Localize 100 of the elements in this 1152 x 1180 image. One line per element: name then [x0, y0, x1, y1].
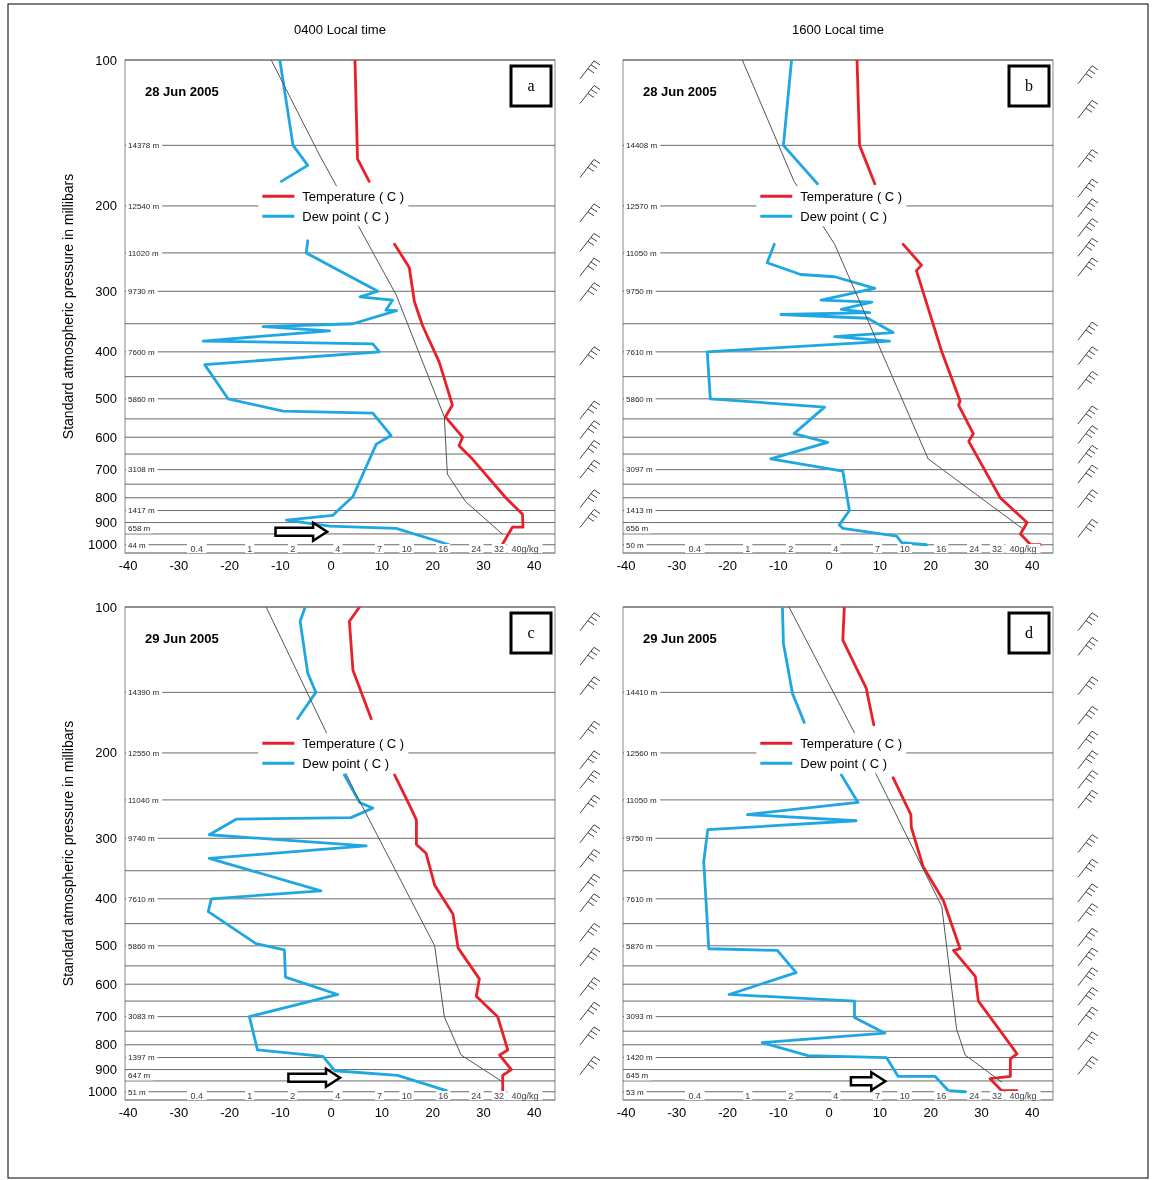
annotation: 11020 m — [128, 248, 159, 258]
y-tick-label: 800 — [95, 1037, 117, 1053]
annotation: 29 Jun 2005 — [145, 631, 219, 646]
annotation: 14390 m — [128, 688, 160, 698]
legend-label: Dew point ( C ) — [302, 755, 389, 771]
annotation: 29 Jun 2005 — [643, 631, 717, 646]
x-tick-label: -30 — [169, 558, 189, 573]
annotation: 9750 m — [626, 834, 654, 844]
annotation: b — [1025, 77, 1033, 94]
legend-label: Dew point ( C ) — [302, 208, 389, 224]
annotation: 10 — [401, 1090, 412, 1101]
annotation: 10 — [899, 1090, 910, 1101]
annotation: 4 — [335, 1090, 341, 1101]
annotation: 2 — [788, 1090, 794, 1101]
annotation: 12560 m — [626, 748, 658, 758]
y-tick-label: 500 — [95, 391, 117, 407]
x-tick-label: -30 — [667, 1105, 687, 1120]
annotation: 40g/kg — [511, 543, 539, 554]
legend-label: Temperature ( C ) — [800, 188, 903, 204]
legend-label: Temperature ( C ) — [302, 188, 405, 204]
annotation: 3097 m — [626, 465, 654, 475]
annotation: 7 — [875, 1090, 881, 1101]
chart-title: 1600 Local time — [792, 22, 884, 37]
annotation: 50 m — [626, 540, 645, 550]
x-tick-label: 0 — [327, 558, 335, 573]
legend-label: Temperature ( C ) — [800, 735, 903, 751]
annotation: 5860 m — [128, 941, 156, 951]
annotation: 7610 m — [128, 894, 156, 904]
y-tick-label: 200 — [95, 745, 117, 761]
y-tick-label: 700 — [95, 1009, 117, 1025]
annotation: 4 — [833, 1090, 839, 1101]
x-tick-label: 40 — [526, 558, 542, 573]
x-tick-label: -20 — [718, 558, 737, 573]
annotation: 4 — [335, 543, 341, 554]
x-tick-label: -40 — [118, 1105, 138, 1120]
annotation: 658 m — [128, 524, 151, 534]
y-tick-label: 300 — [95, 283, 117, 299]
annotation: 0.4 — [688, 543, 702, 554]
y-tick-label: 100 — [95, 599, 117, 615]
annotation: 3093 m — [626, 1012, 654, 1022]
annotation: 40g/kg — [1009, 543, 1037, 554]
legend-label: Temperature ( C ) — [302, 735, 405, 751]
annotation: 656 m — [626, 524, 649, 534]
x-tick-label: -10 — [768, 1105, 788, 1120]
annotation: 3108 m — [128, 465, 156, 475]
annotation: 11050 m — [626, 795, 657, 805]
annotation: 7 — [875, 543, 881, 554]
annotation: 1417 m — [128, 506, 156, 516]
x-tick-label: -10 — [768, 558, 788, 573]
annotation: 1 — [247, 1090, 253, 1101]
annotation: 16 — [438, 543, 449, 554]
annotation: 7600 m — [128, 347, 156, 357]
annotation: 5870 m — [626, 941, 654, 951]
line-series — [265, 607, 502, 1082]
x-tick-label: 10 — [872, 558, 888, 573]
annotation: 16 — [936, 543, 947, 554]
chart-title: 0400 Local time — [294, 22, 386, 37]
annotation: 14410 m — [626, 688, 658, 698]
annotation: 9740 m — [128, 834, 156, 844]
annotation: 1413 m — [626, 506, 654, 516]
x-tick-label: 30 — [974, 1105, 989, 1120]
annotation: 51 m — [128, 1087, 147, 1097]
x-tick-label: -10 — [270, 558, 290, 573]
y-tick-label: 900 — [95, 1062, 117, 1078]
annotation: 32 — [992, 543, 1003, 554]
annotation: 28 Jun 2005 — [643, 84, 717, 99]
annotation: 9730 m — [128, 287, 156, 297]
annotation: 24 — [471, 1090, 482, 1101]
y-tick-label: 600 — [95, 429, 117, 445]
x-tick-label: 30 — [476, 558, 491, 573]
annotation: 2 — [290, 1090, 296, 1101]
y-tick-label: 300 — [95, 830, 117, 846]
x-tick-label: 20 — [425, 558, 440, 573]
x-tick-label: 20 — [923, 1105, 938, 1120]
annotation: 11050 m — [626, 248, 657, 258]
annotation: 11040 m — [128, 795, 159, 805]
x-tick-label: 40 — [1024, 558, 1040, 573]
y-axis-title: Standard atmospheric pressure in millibars — [60, 720, 76, 987]
y-tick-label: 400 — [95, 891, 117, 907]
annotation: 16 — [438, 1090, 449, 1101]
annotation: 4 — [833, 543, 839, 554]
annotation: 2 — [788, 543, 794, 554]
annotation: 9750 m — [626, 287, 654, 297]
x-tick-label: 0 — [825, 1105, 833, 1120]
annotation: 645 m — [626, 1071, 649, 1081]
annotation: 24 — [969, 543, 980, 554]
annotation: 44 m — [128, 540, 147, 550]
annotation: 3083 m — [128, 1012, 156, 1022]
y-tick-label: 500 — [95, 938, 117, 954]
annotation: 40g/kg — [511, 1090, 539, 1101]
annotation: 12550 m — [128, 748, 160, 758]
annotation: 0.4 — [190, 1090, 204, 1101]
annotation: 28 Jun 2005 — [145, 84, 219, 99]
x-tick-label: -30 — [667, 558, 687, 573]
annotation: 0.4 — [688, 1090, 702, 1101]
annotation: 16 — [936, 1090, 947, 1101]
annotation: 40g/kg — [1009, 1090, 1037, 1101]
x-tick-label: -20 — [718, 1105, 737, 1120]
x-tick-label: 30 — [476, 1105, 491, 1120]
y-tick-label: 200 — [95, 198, 117, 214]
